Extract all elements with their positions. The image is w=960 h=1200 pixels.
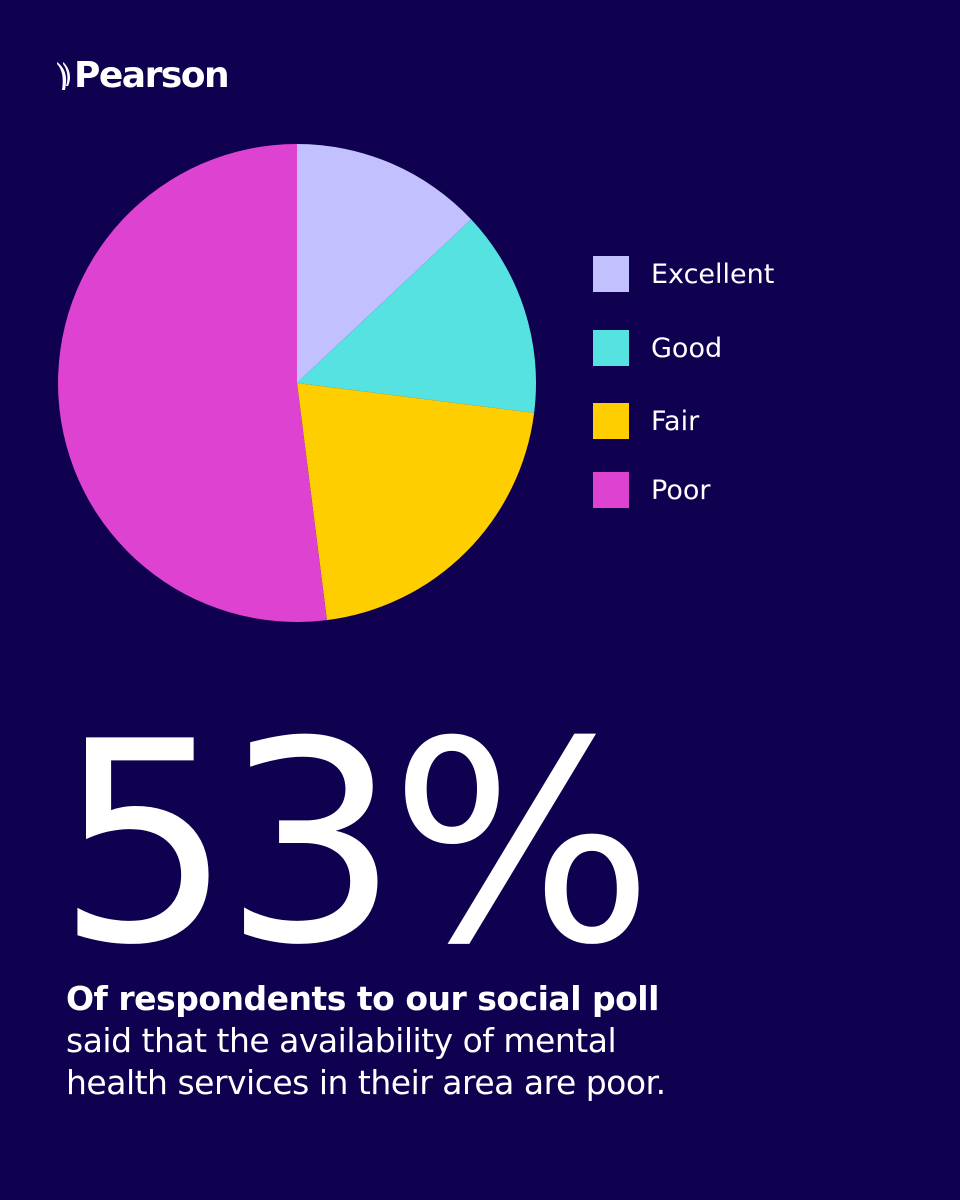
legend-item-fair: Fair [593, 403, 699, 439]
caption-line-2: said that the availability of mental [66, 1021, 617, 1060]
headline-percentage: 53% [56, 682, 654, 1006]
legend-swatch-poor [593, 472, 629, 508]
brand-name: Pearson [74, 55, 230, 96]
pie-slice-fair [297, 383, 535, 621]
pie-slices [58, 144, 537, 622]
legend-swatch-excellent [593, 256, 629, 292]
pie-slice-poor [58, 144, 327, 622]
legend-label-fair: Fair [651, 405, 700, 437]
legend-label-excellent: Excellent [651, 258, 775, 290]
legend-item-good: Good [593, 330, 722, 366]
stat-caption: Of respondents to our social poll said t… [66, 978, 926, 1104]
pie-slice-good [297, 219, 537, 413]
legend-item-poor: Poor [593, 472, 710, 508]
caption-line-3: health services in their area are poor. [66, 1063, 666, 1102]
legend-label-poor: Poor [651, 474, 711, 506]
caption-bold-line: Of respondents to our social poll [66, 979, 659, 1018]
pie-chart [58, 144, 537, 622]
legend-swatch-good [593, 330, 629, 366]
legend-item-excellent: Excellent [593, 256, 774, 292]
pearson-logo: Pearson [56, 52, 230, 100]
pearson-p-icon [57, 62, 71, 90]
legend-label-good: Good [651, 332, 723, 364]
pie-slice-excellent [297, 144, 472, 383]
legend-swatch-fair [593, 403, 629, 439]
